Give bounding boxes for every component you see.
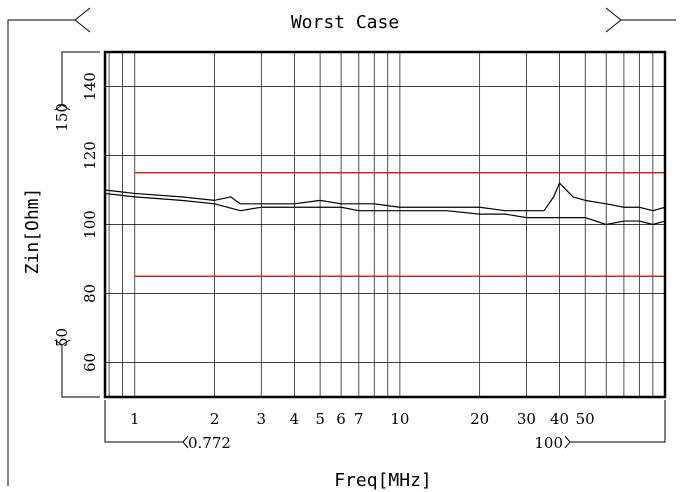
x-tick-label: 2: [210, 410, 220, 428]
series-line: [104, 192, 666, 226]
y-tick-label: 100: [81, 210, 99, 239]
x-range-start-label: 0.772: [188, 434, 231, 452]
x-range-start-arrow: [182, 435, 189, 449]
y-axis-label: Zin[Ohm]: [22, 188, 43, 275]
x-tick-label: 7: [354, 410, 364, 428]
y-range-bracket: [54, 51, 100, 398]
grid: [105, 52, 665, 397]
x-tick-label: 20: [470, 410, 489, 428]
y-range-bottom-line: [61, 345, 100, 398]
x-tick-label: 5: [315, 410, 325, 428]
x-axis-label: Freq[MHz]: [334, 470, 432, 491]
x-range-end-label: 100: [534, 434, 563, 452]
y-range-bottom-label: 50: [53, 328, 71, 347]
y-range-top-label: 150: [53, 103, 71, 132]
x-tick-label: 4: [290, 410, 300, 428]
x-tick-label: 50: [576, 410, 595, 428]
y-tick-label: 140: [81, 72, 99, 101]
y-tick-label: 80: [81, 284, 99, 303]
limit-lines: [134, 172, 665, 277]
x-tick-label: 6: [336, 410, 346, 428]
frame-right-notch-top: [605, 7, 676, 21]
x-tick-label: 30: [517, 410, 536, 428]
series-line: [104, 182, 666, 212]
y-tick-label: 60: [81, 353, 99, 372]
frame-left-notch-bottom: [74, 19, 91, 33]
y-tick-labels: 60 80 100 120 140: [81, 72, 99, 372]
y-range-top-line: [61, 51, 100, 105]
x-tick-label: 40: [550, 410, 569, 428]
x-tick-label: 3: [257, 410, 267, 428]
outer-frame: [7, 7, 676, 486]
x-tick-label: 1: [130, 410, 140, 428]
x-range-bracket: [104, 400, 666, 449]
chart-title: Worst Case: [291, 12, 399, 33]
frame-left-notch-top: [74, 7, 91, 21]
x-tick-labels: 1 2 3 4 5 6 7 10 20 30 40 50: [130, 410, 595, 428]
plot-area-border: [103, 50, 667, 399]
x-range-start-line: [104, 400, 183, 443]
x-range-end-arrow: [564, 435, 571, 449]
x-tick-label: 10: [390, 410, 409, 428]
x-range-end-line: [570, 400, 666, 443]
frame-left-bracket: [7, 19, 75, 486]
y-tick-label: 120: [81, 141, 99, 170]
frame-right-notch-bottom: [605, 19, 622, 33]
series-layer: [104, 182, 666, 226]
